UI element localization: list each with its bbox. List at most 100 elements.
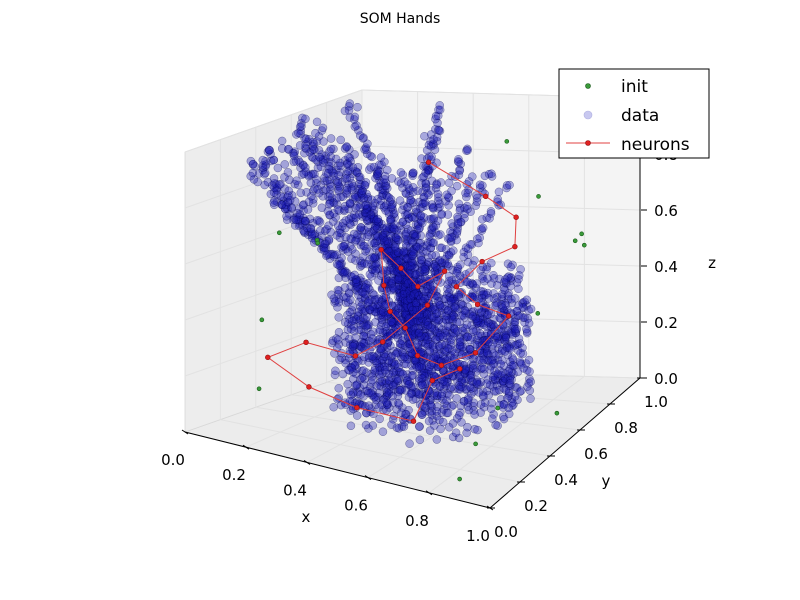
data-point (514, 311, 523, 321)
data-point (492, 298, 501, 307)
data-point (340, 205, 349, 214)
data-point (493, 369, 503, 379)
data-point (350, 112, 360, 122)
data-point (452, 394, 461, 403)
data-point (496, 359, 505, 369)
data-point (454, 292, 463, 302)
data-point (333, 303, 342, 312)
data-point (391, 360, 400, 369)
init-point (581, 242, 587, 248)
data-point (472, 377, 482, 387)
data-point (444, 271, 454, 281)
data-point (269, 188, 279, 197)
data-point (327, 167, 337, 176)
data-point (381, 383, 391, 393)
data-point (352, 380, 362, 389)
data-point (334, 313, 343, 322)
data-point (429, 345, 439, 355)
data-point (418, 380, 427, 390)
data-point (505, 180, 514, 190)
data-point (470, 410, 479, 419)
data-point (493, 194, 503, 204)
data-point (415, 435, 425, 445)
data-point (495, 385, 504, 395)
data-point (351, 278, 361, 288)
data-point (354, 307, 363, 317)
data-point (345, 99, 355, 108)
data-point (317, 203, 327, 213)
data-point (375, 381, 385, 390)
data-point (524, 355, 534, 365)
data-point (482, 265, 491, 274)
x-tick-label: 1.0 (466, 527, 490, 545)
data-point (370, 356, 379, 365)
data-point (351, 333, 360, 342)
data-point (417, 374, 427, 383)
data-point (373, 169, 383, 178)
data-point (320, 239, 329, 249)
z-axis-label: z (708, 254, 716, 272)
data-point (384, 193, 394, 202)
neuron-point (441, 268, 448, 274)
data-point (356, 256, 365, 266)
data-point (334, 260, 343, 270)
data-point (456, 401, 466, 411)
data-point (284, 186, 294, 196)
data-point (504, 366, 513, 376)
data-point (434, 126, 444, 135)
data-point (397, 336, 407, 345)
data-point (404, 379, 414, 389)
neuron-point (479, 258, 485, 265)
data-point (333, 205, 343, 214)
data-point (487, 169, 496, 178)
data-point (340, 201, 350, 211)
data-point (395, 385, 405, 395)
init-point (536, 194, 541, 199)
y-tick-label: 1.0 (644, 393, 668, 411)
data-point (489, 320, 498, 330)
data-point (420, 294, 430, 303)
x-tick-label: 0.2 (222, 466, 246, 484)
data-point (357, 258, 367, 268)
data-point (376, 346, 386, 355)
data-point (451, 428, 461, 438)
data-point (438, 417, 448, 427)
data-point (377, 377, 386, 386)
data-point (505, 379, 514, 388)
data-point (356, 223, 366, 232)
data-point (340, 267, 350, 277)
data-point (463, 146, 472, 155)
data-point (368, 421, 378, 430)
init-point (259, 317, 265, 323)
data-point (417, 410, 427, 419)
data-point (380, 365, 390, 375)
data-point (342, 293, 351, 302)
data-point (387, 420, 396, 429)
data-point (277, 136, 287, 146)
neuron-point (457, 366, 463, 372)
data-point (332, 259, 342, 269)
data-point (405, 439, 414, 448)
data-point (514, 271, 524, 280)
data-point (518, 343, 527, 353)
init-point (504, 139, 510, 144)
data-point (449, 400, 458, 410)
data-point (483, 274, 492, 283)
data-point (284, 191, 293, 200)
data-point (434, 297, 443, 306)
data-point (351, 213, 361, 222)
z-tick-label: 0.6 (654, 202, 678, 220)
data-point (470, 256, 479, 265)
data-point (356, 390, 365, 399)
neuron-point (425, 159, 432, 165)
grid-line (184, 257, 363, 321)
data-point (349, 326, 359, 336)
data-point (378, 355, 387, 364)
data-point (364, 424, 373, 433)
neuron-point (414, 352, 421, 359)
data-point (505, 343, 514, 353)
data-point (379, 307, 388, 317)
data-point (469, 327, 478, 337)
data-point (421, 403, 430, 413)
data-point (463, 257, 473, 267)
